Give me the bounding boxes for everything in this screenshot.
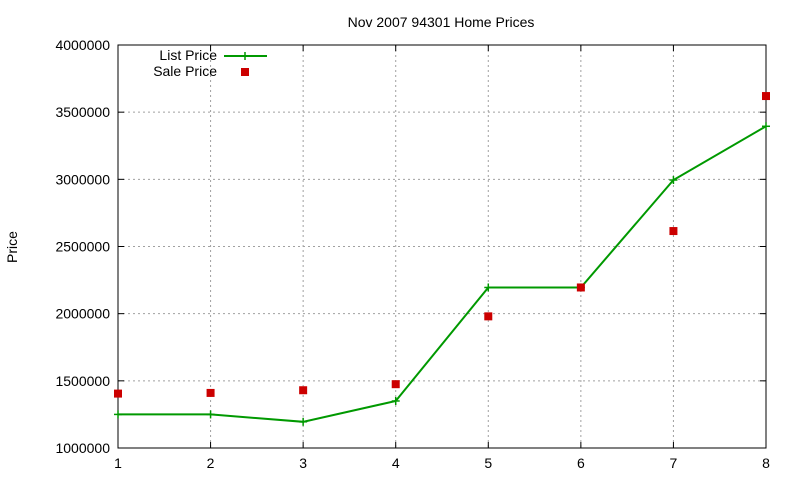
sale-price-point xyxy=(391,380,400,389)
y-tick-label: 3000000 xyxy=(55,171,110,187)
axis-layer: 1000000 1500000 2000000 2500000 3000000 35000… xyxy=(55,37,770,471)
sale-price-point xyxy=(762,92,770,101)
list-price-point xyxy=(762,122,770,131)
plot-frame xyxy=(117,44,767,449)
x-tick-label: 3 xyxy=(299,455,307,471)
legend-sample-sale-price xyxy=(241,68,249,76)
y-tick-label: 1000000 xyxy=(55,440,110,456)
list-price-point xyxy=(391,396,400,405)
x-tick-label: 2 xyxy=(207,455,215,471)
legend-sample-list-price xyxy=(224,52,267,60)
y-tick-label: 4000000 xyxy=(55,37,110,53)
list-price-point xyxy=(484,283,493,292)
sale-price-point xyxy=(576,283,585,292)
y-tick-label: 3500000 xyxy=(55,104,110,120)
y-axis-label: Price xyxy=(4,231,20,263)
grid-layer xyxy=(118,45,766,448)
x-tick-label: 4 xyxy=(392,455,400,471)
list-price-point xyxy=(669,176,678,185)
sale-price-point xyxy=(669,227,678,236)
y-tick-label: 2500000 xyxy=(55,239,110,255)
y-tick-label: 1500000 xyxy=(55,373,110,389)
x-tick-label: 8 xyxy=(762,455,770,471)
y-tick-label: 2000000 xyxy=(55,306,110,322)
list-price-line xyxy=(118,125,767,423)
legend: List Price Sale Price xyxy=(153,47,267,79)
legend-square-marker xyxy=(241,68,249,76)
x-tick-label: 1 xyxy=(114,455,122,471)
list-price-point xyxy=(114,410,122,419)
legend-label-list-price: List Price xyxy=(159,47,217,63)
legend-label-sale-price: Sale Price xyxy=(153,63,217,79)
x-tick-label: 6 xyxy=(577,455,585,471)
legend-plus-marker xyxy=(241,52,249,60)
sale-price-point xyxy=(299,386,308,395)
x-tick-label: 5 xyxy=(484,455,492,471)
sale-price-point xyxy=(114,389,122,398)
x-tick-label: 7 xyxy=(670,455,678,471)
list-price-point xyxy=(299,417,308,426)
chart-title: Nov 2007 94301 Home Prices xyxy=(348,14,535,30)
list-price-point xyxy=(206,410,215,419)
sale-price-point xyxy=(484,312,493,321)
series-layer xyxy=(114,92,770,426)
sale-price-point xyxy=(206,388,215,397)
